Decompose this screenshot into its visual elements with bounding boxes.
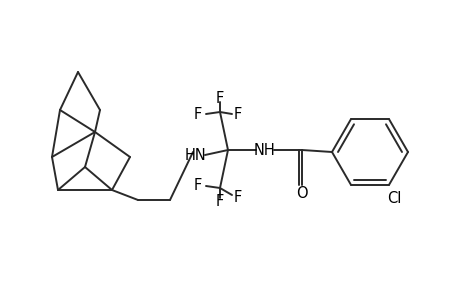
Text: F: F — [233, 190, 241, 206]
Text: O: O — [296, 185, 307, 200]
Text: NH: NH — [253, 142, 275, 158]
Text: F: F — [193, 106, 202, 122]
Text: Cl: Cl — [386, 191, 400, 206]
Text: F: F — [233, 106, 241, 122]
Text: HN: HN — [185, 148, 207, 163]
Text: F: F — [193, 178, 202, 194]
Text: F: F — [215, 194, 224, 208]
Text: F: F — [215, 91, 224, 106]
